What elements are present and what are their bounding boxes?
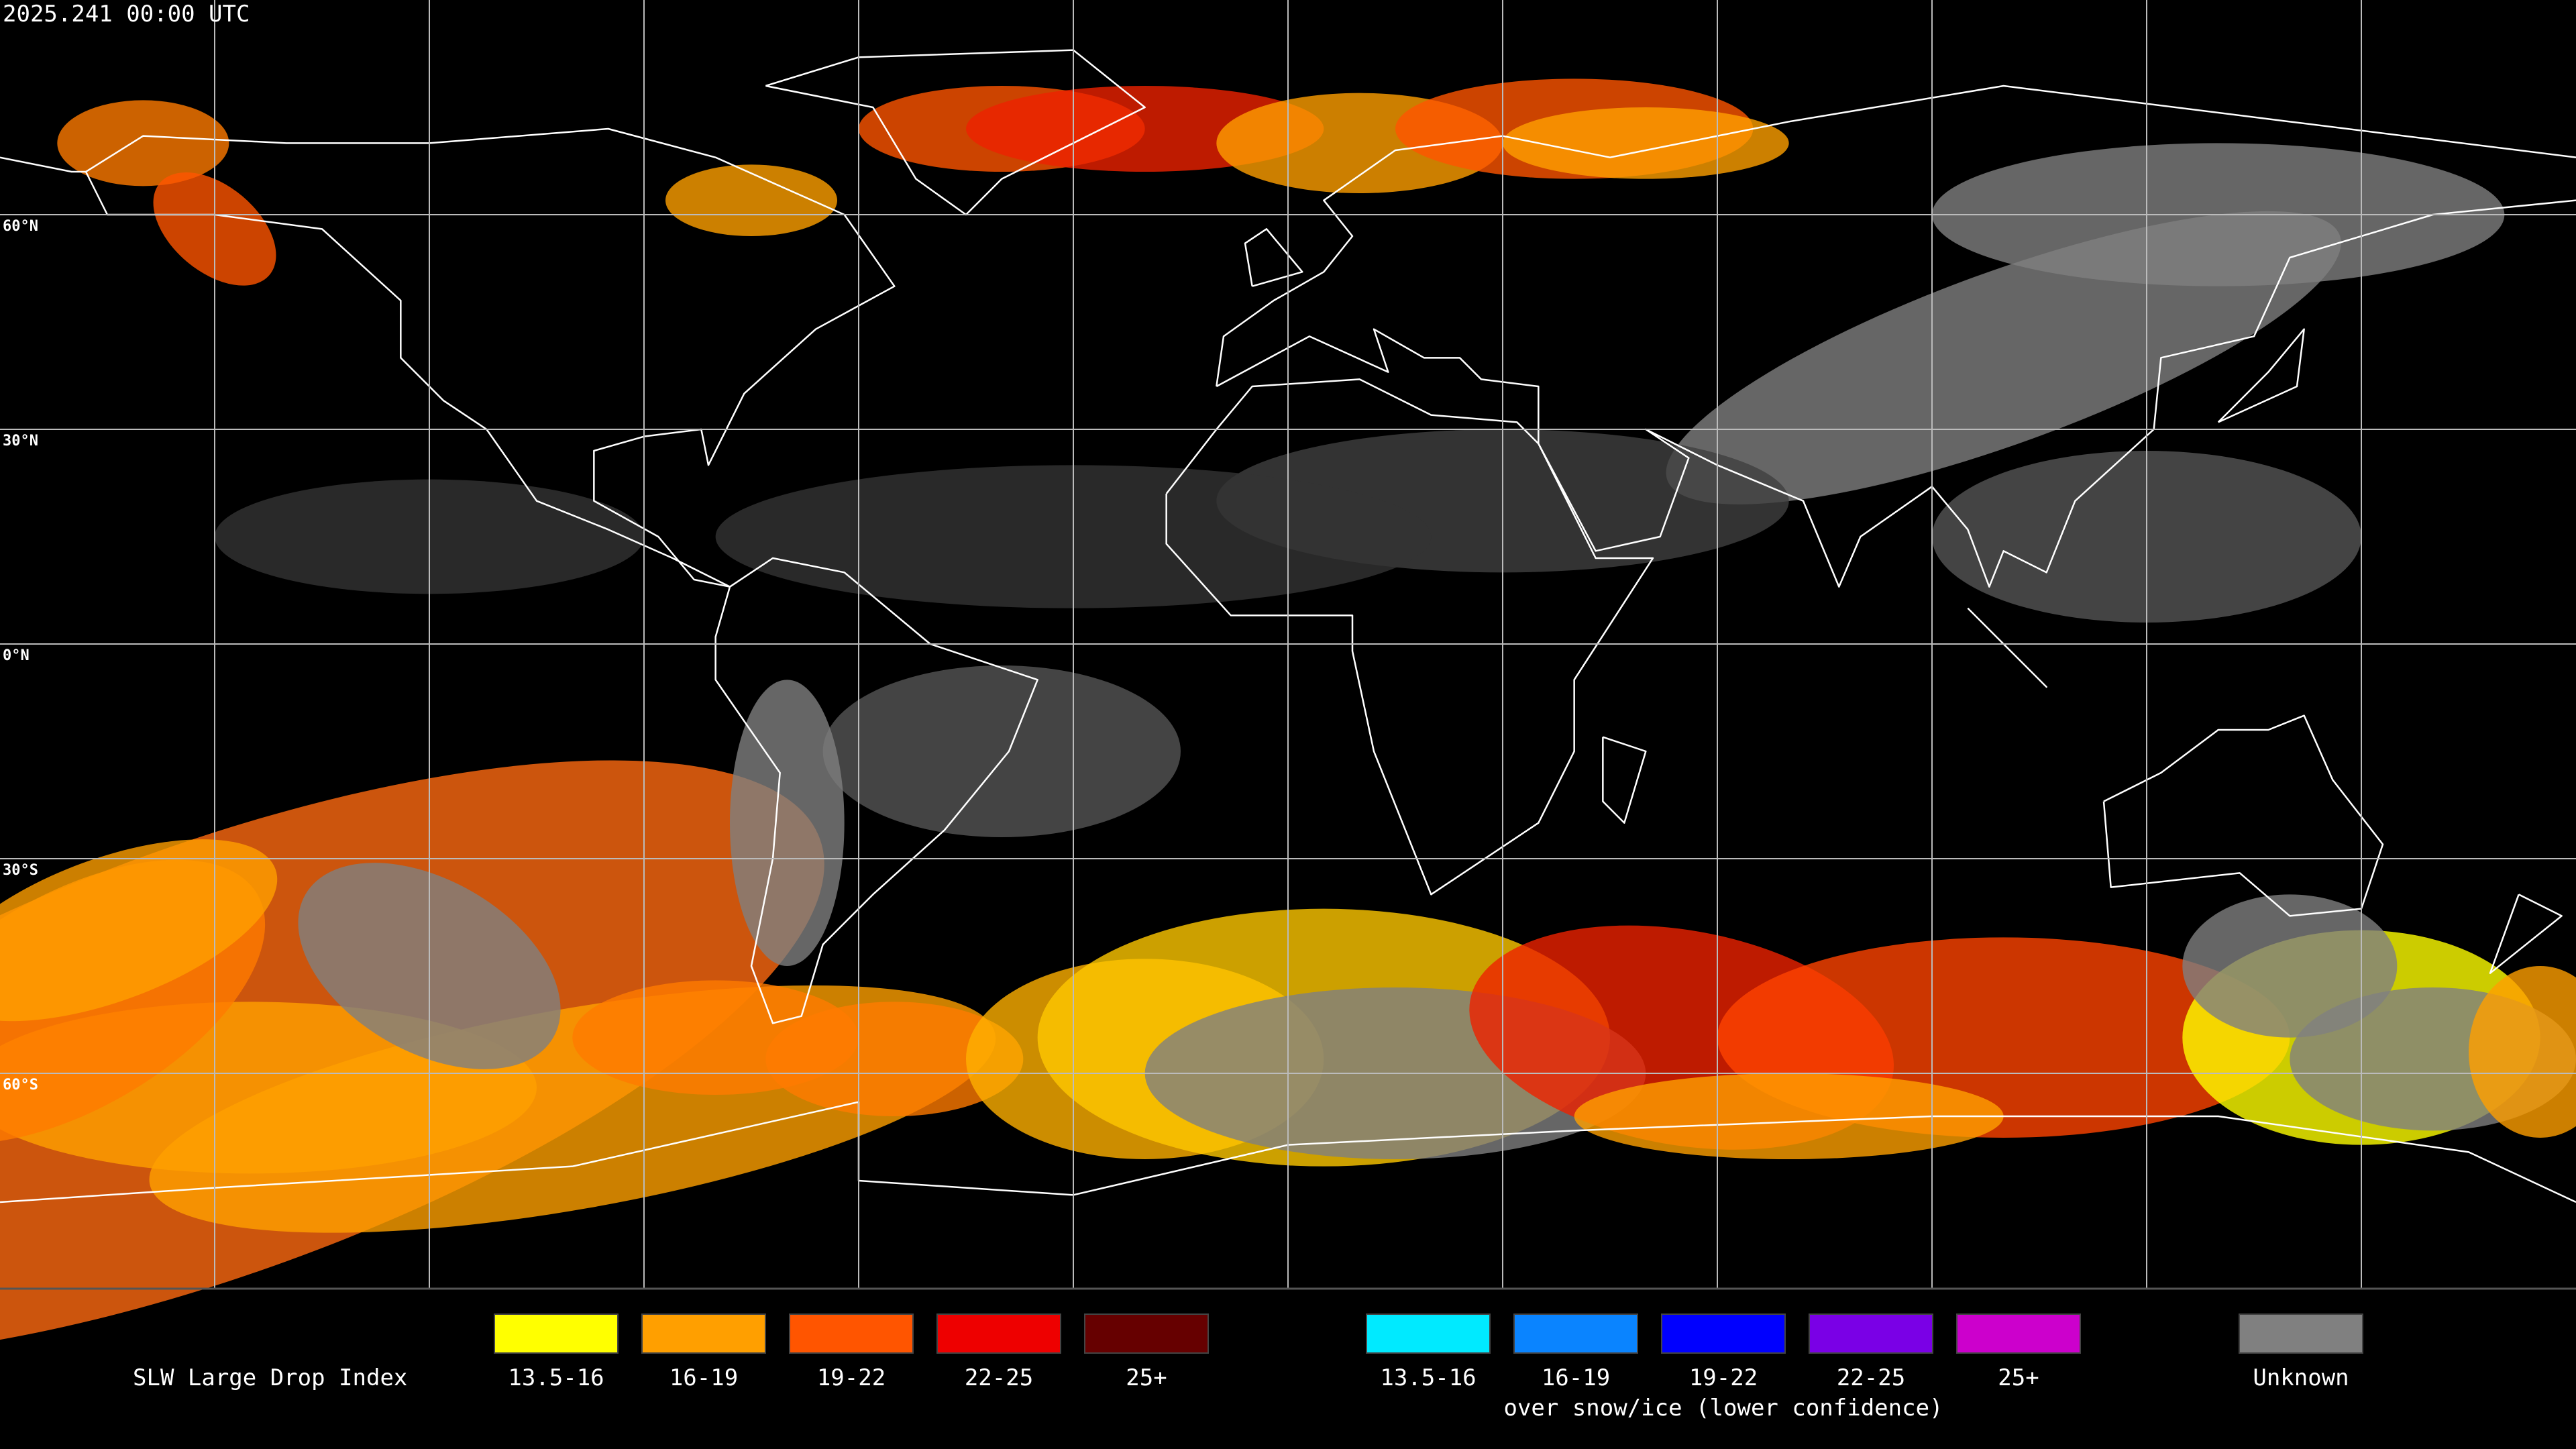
coastline — [765, 49, 1146, 216]
cloud-patch — [2469, 966, 2576, 1138]
legend: SLW Large Drop Index 13.5-16 16-19 19-22 22-… — [133, 1313, 2363, 1421]
coastline — [2217, 328, 2305, 423]
coastline — [2102, 714, 2384, 917]
coastline — [1244, 228, 1303, 287]
legend-label: 22-25 — [1837, 1364, 1905, 1391]
legend-label: 25+ — [1998, 1364, 2039, 1391]
legend-swatch — [494, 1313, 619, 1354]
legend-label: 13.5-16 — [1380, 1364, 1476, 1391]
legend-swatch — [1366, 1313, 1491, 1354]
coastline — [1967, 607, 2047, 688]
legend-swatch — [936, 1313, 1061, 1354]
legend-swatch — [2239, 1313, 2363, 1354]
legend-label: 22-25 — [965, 1364, 1033, 1391]
latitude-label: 60°N — [3, 218, 38, 235]
legend-swatch — [789, 1313, 914, 1354]
coastline — [714, 557, 1038, 1024]
latitude-label: 60°S — [3, 1077, 38, 1093]
coastline — [0, 1101, 2576, 1203]
latitude-label: 0°N — [3, 647, 30, 664]
graticule: 60°N 30°N 0°N 30°S 60°S — [0, 0, 2576, 1288]
coastlines — [0, 49, 2576, 1203]
cloud-patch — [822, 665, 1181, 837]
cloud-patch — [730, 680, 845, 966]
legend-note: over snow/ice (lower confidence) — [1503, 1395, 1943, 1421]
coastline — [85, 127, 896, 588]
cloud-patch — [2182, 894, 2398, 1038]
legend-swatch — [1809, 1313, 1933, 1354]
cloud-patch — [57, 100, 229, 186]
coastline — [1165, 378, 1654, 896]
legend-label: Unknown — [2253, 1364, 2349, 1391]
cloud-patch — [0, 839, 278, 1022]
latitude-label: 30°N — [3, 433, 38, 449]
timestamp: 2025.241 00:00 UTC — [3, 1, 250, 28]
legend-swatch — [641, 1313, 766, 1354]
latitude-label: 30°S — [3, 862, 38, 879]
coastline — [0, 156, 86, 173]
legend-title: SLW Large Drop Index — [133, 1364, 407, 1391]
legend-label: 19-22 — [817, 1364, 885, 1391]
legend-label: 19-22 — [1689, 1364, 1758, 1391]
legend-label: 16-19 — [1542, 1364, 1610, 1391]
legend-swatch — [1084, 1313, 1209, 1354]
cloud-patch — [1574, 1073, 2004, 1159]
legend-label: 25+ — [1126, 1364, 1167, 1391]
legend-swatch — [1661, 1313, 1786, 1354]
cloud-patch — [1666, 211, 2341, 504]
coastline — [1602, 736, 1647, 824]
cloud-patch — [665, 164, 837, 236]
coastline — [2489, 894, 2563, 974]
legend-swatch — [1956, 1313, 2081, 1354]
cloud-patch — [572, 980, 859, 1095]
legend-label: 16-19 — [669, 1364, 738, 1391]
legend-swatch — [1513, 1313, 1638, 1354]
coastline — [1216, 85, 2576, 387]
coastline — [1216, 199, 2576, 588]
cloud-patch — [1503, 107, 1789, 179]
legend-label: 13.5-16 — [508, 1364, 604, 1391]
